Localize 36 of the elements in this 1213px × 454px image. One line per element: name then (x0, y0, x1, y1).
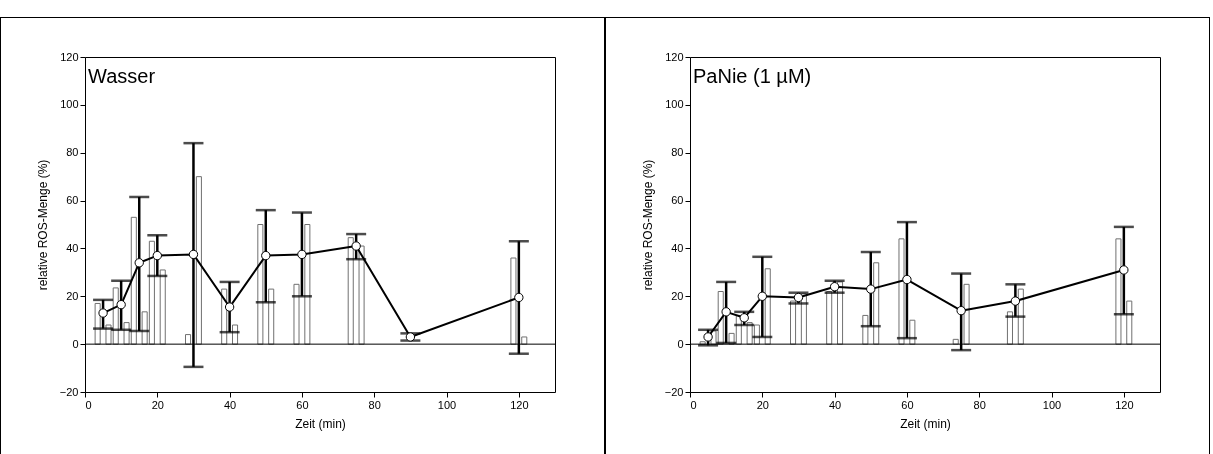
x-tick-label: 60 (901, 398, 914, 411)
y-tick-label: 120 (60, 50, 79, 63)
x-tick-label: 0 (690, 398, 697, 411)
y-tick-label: 80 (671, 146, 684, 159)
x-tick-label: 60 (296, 398, 309, 411)
y-tick-label: 100 (60, 98, 79, 111)
y-tick-label: 20 (66, 289, 79, 302)
y-tick-label: 20 (671, 289, 684, 302)
y-tick-label: 100 (665, 98, 684, 111)
y-tick-label: −20 (664, 385, 684, 398)
y-tick-label: 60 (671, 194, 684, 207)
y-axis-title: relative ROS-Menge (%) (35, 159, 50, 291)
x-tick-label: 0 (85, 398, 92, 411)
y-tick-label: 120 (665, 50, 684, 63)
x-tick-label: 100 (437, 398, 457, 411)
x-tick-label: 20 (151, 398, 164, 411)
chart-title: PaNie (1 µM) (693, 65, 812, 87)
y-tick-label: 40 (671, 241, 684, 254)
x-axis-title: Zeit (min) (900, 416, 951, 431)
y-tick-label: −20 (59, 385, 79, 398)
y-tick-label: 80 (66, 146, 79, 159)
chart-title: Wasser (88, 65, 156, 87)
y-tick-label: 0 (677, 337, 684, 350)
x-tick-label: 120 (1115, 398, 1134, 411)
x-tick-label: 80 (973, 398, 986, 411)
y-tick-label: 60 (66, 194, 79, 207)
y-tick-label: 40 (66, 241, 79, 254)
y-axis-title: relative ROS-Menge (%) (640, 159, 655, 291)
y-tick-label: 0 (72, 337, 79, 350)
x-tick-label: 40 (828, 398, 842, 411)
x-axis-title: Zeit (min) (295, 416, 346, 431)
x-tick-label: 100 (1042, 398, 1062, 411)
x-tick-label: 80 (368, 398, 381, 411)
x-tick-label: 120 (510, 398, 529, 411)
x-tick-label: 20 (756, 398, 769, 411)
x-tick-label: 40 (223, 398, 237, 411)
